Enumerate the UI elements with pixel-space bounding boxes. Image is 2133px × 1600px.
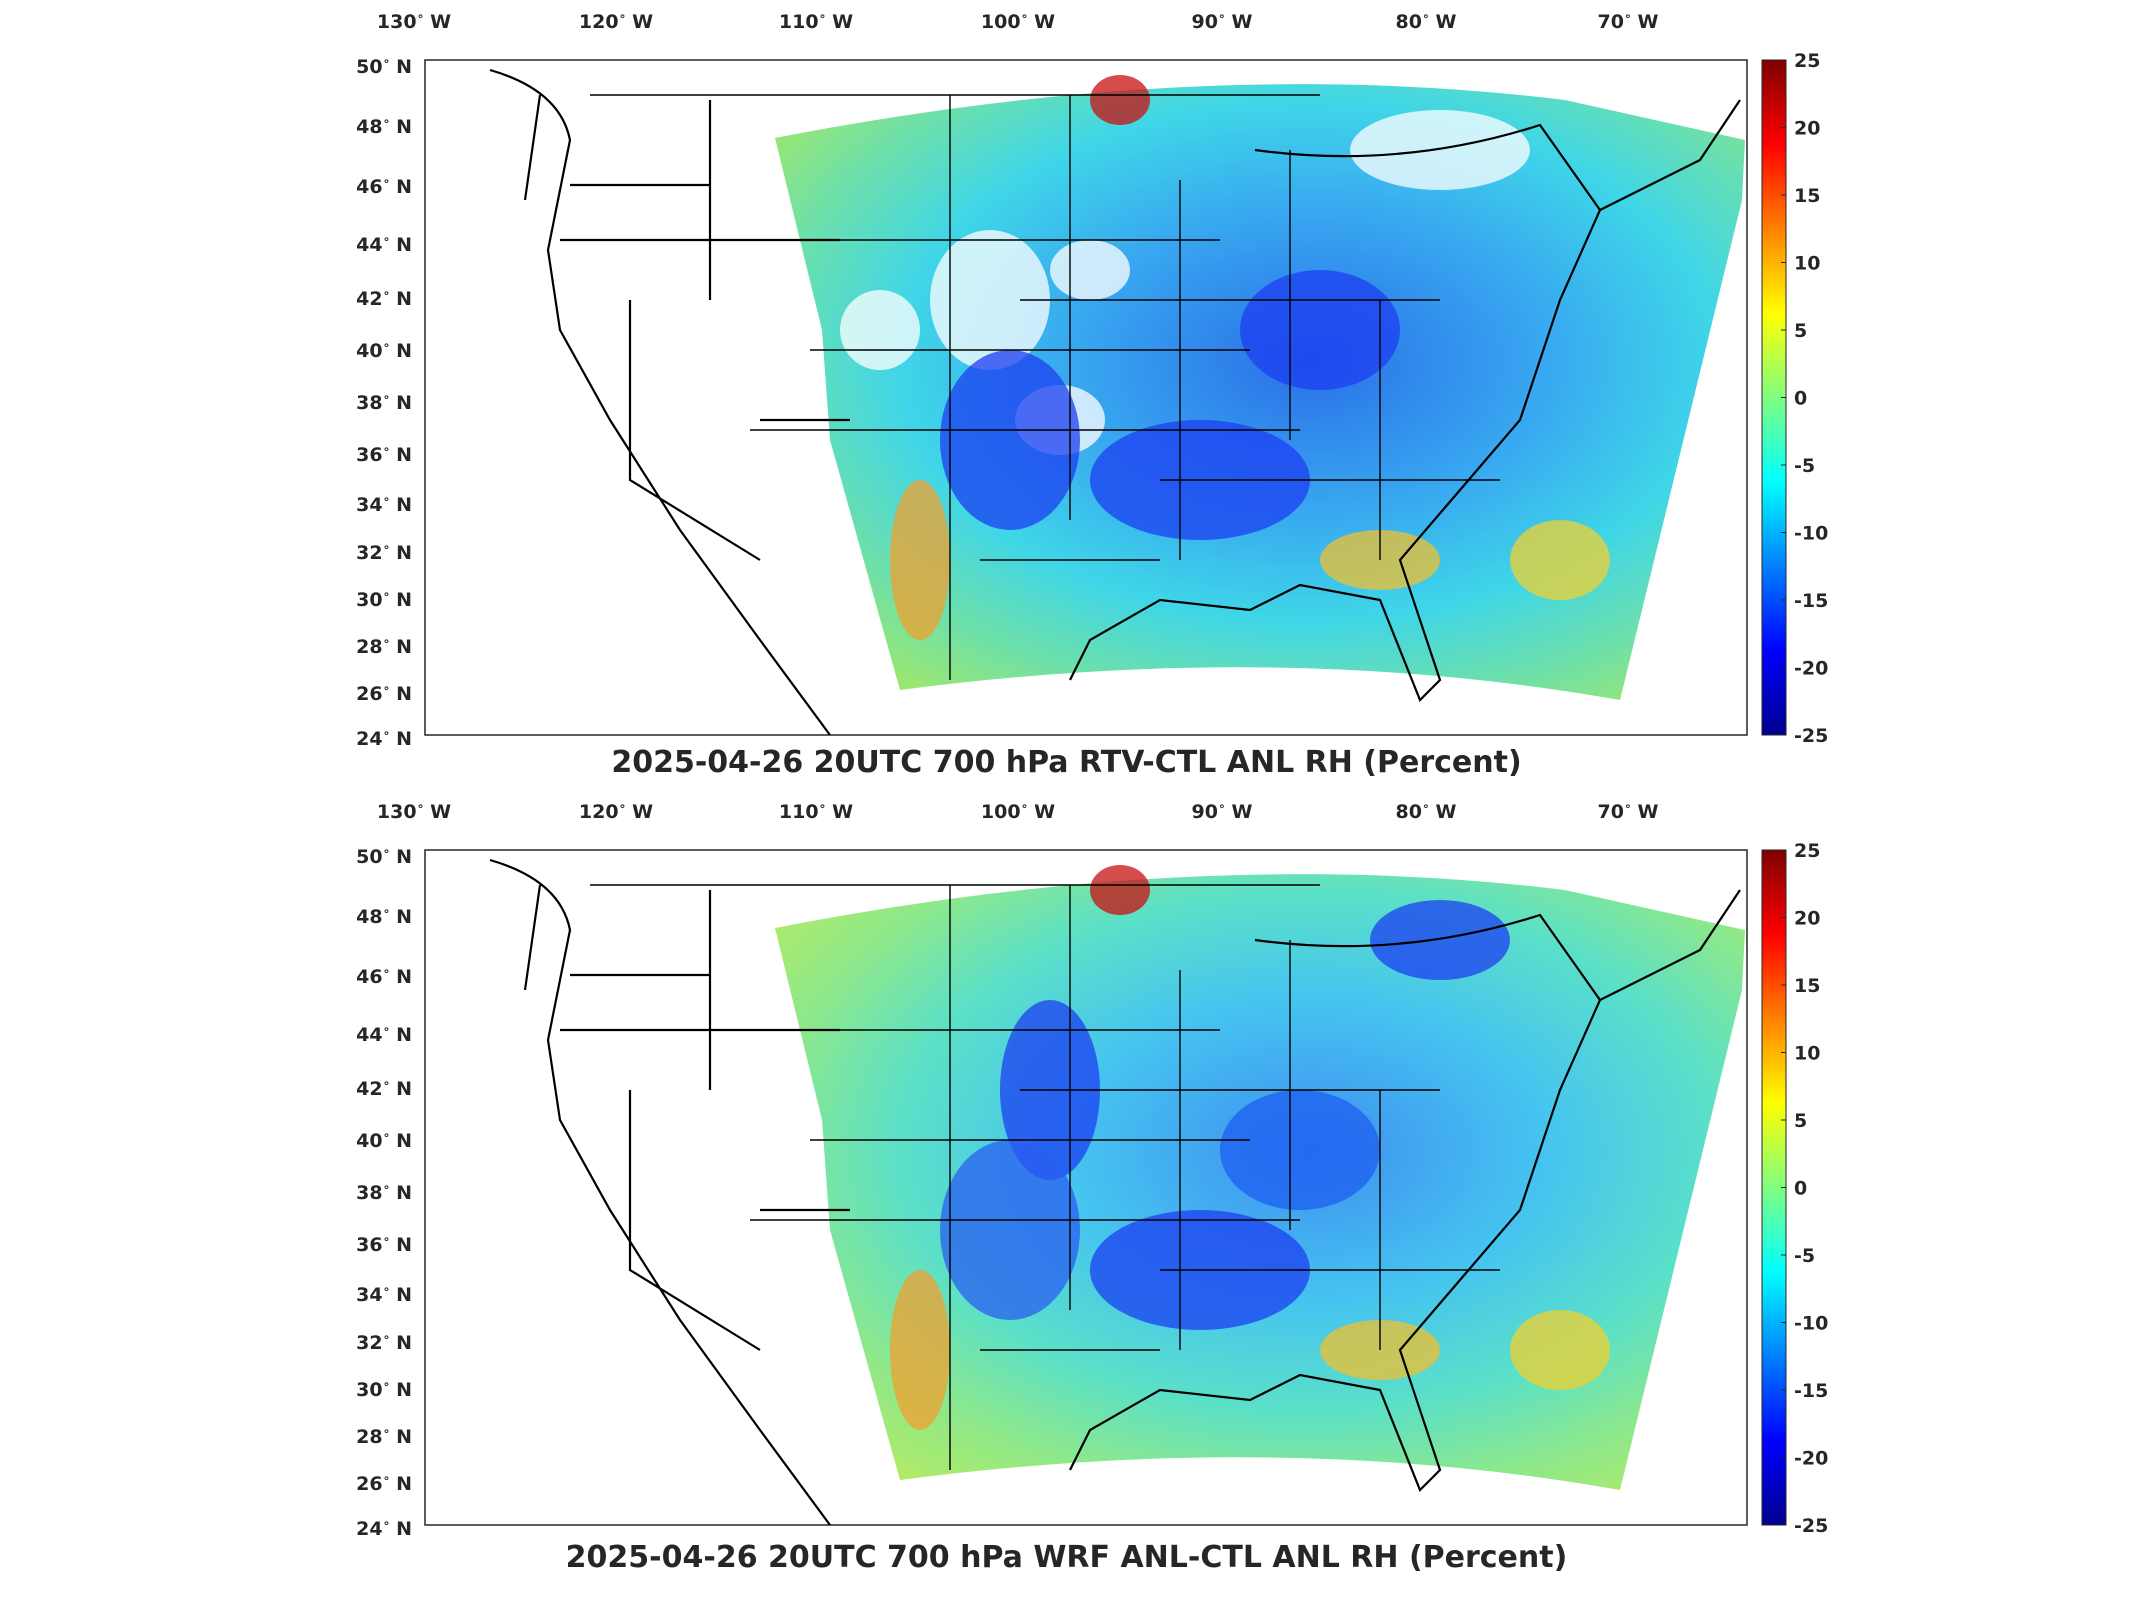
anomaly-region [1510, 520, 1610, 600]
map-panel-wrf: 130∘ W 120∘ W 110∘ W 100∘ W 90∘ W 80∘ W 70∘ W 50∘ N 48∘ N… [0, 790, 2133, 1580]
latitude-label: 36∘ N [356, 442, 412, 466]
anomaly-region [1510, 1310, 1610, 1390]
anomaly-region [1220, 1090, 1380, 1210]
latitude-label: 26∘ N [356, 681, 412, 705]
colorbar-tick-label: -25 [1794, 1515, 1828, 1537]
colorbar-tick-label: 25 [1794, 840, 1820, 862]
colorbar-tick-label: 20 [1794, 118, 1820, 140]
longitude-label: 110∘ W [779, 799, 853, 823]
colorbar-tick-label: 15 [1794, 185, 1820, 207]
longitude-label: 70∘ W [1598, 799, 1659, 823]
map-area [489, 68, 1745, 735]
longitude-label: 120∘ W [579, 9, 653, 33]
latitude-label: 30∘ N [356, 587, 412, 611]
colorbar-tick-label: -20 [1794, 1448, 1828, 1470]
map-panel-rtv: 130∘ W 120∘ W 110∘ W 100∘ W 90∘ W 80∘ W 70∘ W 50∘ N 48∘ N… [0, 0, 2133, 790]
latitude-label: 46∘ N [356, 964, 412, 988]
colorbar-tick-label: 0 [1794, 388, 1807, 410]
latitude-label: 32∘ N [356, 1330, 412, 1354]
colorbar-tick-label: 10 [1794, 253, 1820, 275]
colorbar-tick-label: 5 [1794, 1110, 1807, 1132]
latitude-label: 48∘ N [356, 114, 412, 138]
latitude-label: 40∘ N [356, 1128, 412, 1152]
latitude-label: 24∘ N [356, 1516, 412, 1540]
colorbar-tick-label: -20 [1794, 658, 1828, 680]
colorbar-tick-label: -5 [1794, 455, 1815, 477]
longitude-label: 100∘ W [981, 9, 1055, 33]
longitude-label: 120∘ W [579, 799, 653, 823]
anomaly-region [1350, 110, 1530, 190]
coastline [489, 68, 1741, 735]
panel-title: 2025-04-26 20UTC 700 hPa WRF ANL-CTL ANL… [565, 1540, 1568, 1575]
colorbar-tick-label: -15 [1794, 1380, 1828, 1402]
anomaly-region [1050, 240, 1130, 300]
map-figure-wrf: 130∘ W 120∘ W 110∘ W 100∘ W 90∘ W 80∘ W 70∘ W 50∘ N 48∘ N… [356, 799, 1828, 1540]
latitude-label: 30∘ N [356, 1377, 412, 1401]
longitude-label: 90∘ W [1192, 9, 1253, 33]
latitude-label: 32∘ N [356, 540, 412, 564]
colorbar-tick-label: -10 [1794, 1313, 1828, 1335]
state-borders [590, 884, 1500, 1470]
anomaly-region [1090, 865, 1150, 915]
latitude-label: 34∘ N [356, 492, 412, 516]
latitude-label: 42∘ N [356, 286, 412, 310]
colorbar-tick-label: 15 [1794, 975, 1820, 997]
latitude-label: 46∘ N [356, 174, 412, 198]
map-area [489, 858, 1745, 1525]
coastline [489, 858, 1741, 1525]
latitude-label: 38∘ N [356, 390, 412, 414]
latitude-label: 50∘ N [356, 844, 412, 868]
longitude-label: 130∘ W [377, 9, 451, 33]
latitude-label: 26∘ N [356, 1471, 412, 1495]
longitude-label: 80∘ W [1396, 9, 1457, 33]
anomaly-region [890, 480, 950, 640]
longitude-label: 100∘ W [981, 799, 1055, 823]
colorbar-tick-label: 25 [1794, 50, 1820, 72]
anomaly-region [1370, 900, 1510, 980]
colorbar-tick-label: -10 [1794, 523, 1828, 545]
anomaly-region [890, 1270, 950, 1430]
anomaly-region [1240, 270, 1400, 390]
colorbar-tick-label: 10 [1794, 1043, 1820, 1065]
longitude-label: 80∘ W [1396, 799, 1457, 823]
panel-title: 2025-04-26 20UTC 700 hPa RTV-CTL ANL RH … [611, 745, 1522, 780]
latitude-label: 40∘ N [356, 338, 412, 362]
latitude-label: 28∘ N [356, 634, 412, 658]
latitude-label: 28∘ N [356, 1424, 412, 1448]
latitude-label: 48∘ N [356, 904, 412, 928]
latitude-label: 44∘ N [356, 1022, 412, 1046]
latitude-label: 24∘ N [356, 726, 412, 750]
latitude-label: 44∘ N [356, 232, 412, 256]
latitude-label: 50∘ N [356, 54, 412, 78]
colorbar-tick-label: 20 [1794, 908, 1820, 930]
anomaly-region [840, 290, 920, 370]
anomaly-region [1090, 75, 1150, 125]
anomaly-region [940, 350, 1080, 530]
longitude-label: 130∘ W [377, 799, 451, 823]
map-figure-rtv: 130∘ W 120∘ W 110∘ W 100∘ W 90∘ W 80∘ W 70∘ W 50∘ N 48∘ N… [356, 9, 1828, 750]
latitude-label: 38∘ N [356, 1180, 412, 1204]
colorbar-tick-label: -25 [1794, 725, 1828, 747]
latitude-label: 34∘ N [356, 1282, 412, 1306]
longitude-label: 110∘ W [779, 9, 853, 33]
latitude-label: 42∘ N [356, 1076, 412, 1100]
colorbar-tick-label: -5 [1794, 1245, 1815, 1267]
anomaly-region [930, 230, 1050, 370]
colorbar-tick-label: 5 [1794, 320, 1807, 342]
latitude-label: 36∘ N [356, 1232, 412, 1256]
longitude-label: 70∘ W [1598, 9, 1659, 33]
colorbar-tick-label: 0 [1794, 1178, 1807, 1200]
colorbar-tick-label: -15 [1794, 590, 1828, 612]
state-borders [590, 94, 1500, 680]
longitude-label: 90∘ W [1192, 799, 1253, 823]
anomaly-region [940, 1140, 1080, 1320]
